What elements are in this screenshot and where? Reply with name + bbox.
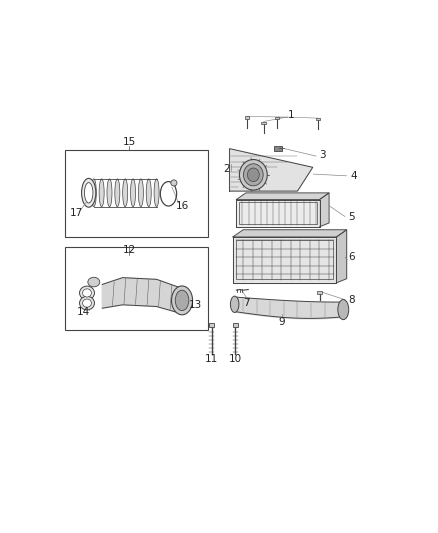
Polygon shape [237, 199, 320, 227]
Text: 3: 3 [320, 150, 326, 160]
Bar [261, 122, 265, 124]
Bar [275, 117, 279, 119]
Ellipse shape [171, 180, 177, 186]
Bar [274, 146, 282, 151]
Text: 10: 10 [229, 354, 242, 365]
Polygon shape [230, 149, 313, 191]
Ellipse shape [123, 179, 128, 207]
Bar [316, 118, 320, 120]
Bar [237, 240, 333, 279]
Polygon shape [237, 193, 329, 199]
Bar [209, 324, 214, 327]
Ellipse shape [88, 277, 100, 287]
Ellipse shape [83, 299, 92, 307]
Ellipse shape [247, 168, 259, 182]
Text: 8: 8 [349, 295, 355, 305]
Ellipse shape [338, 300, 349, 320]
Ellipse shape [80, 286, 95, 300]
Text: 2: 2 [223, 164, 230, 174]
Text: 15: 15 [123, 137, 136, 147]
Ellipse shape [154, 179, 159, 207]
Ellipse shape [81, 179, 96, 207]
Bar [317, 291, 322, 294]
Ellipse shape [83, 289, 92, 297]
Polygon shape [233, 237, 336, 282]
Text: 13: 13 [189, 300, 202, 310]
Ellipse shape [131, 179, 135, 207]
Text: 12: 12 [123, 246, 136, 255]
Bar [244, 116, 249, 119]
Text: 14: 14 [77, 306, 90, 317]
Ellipse shape [107, 179, 112, 207]
Text: 4: 4 [350, 171, 357, 181]
Ellipse shape [115, 179, 120, 207]
Text: 6: 6 [349, 252, 355, 262]
Bar [233, 324, 238, 327]
Polygon shape [320, 193, 329, 227]
Text: 5: 5 [349, 212, 355, 222]
Polygon shape [336, 230, 347, 282]
Ellipse shape [244, 164, 263, 186]
Bar [65, 150, 208, 237]
Bar [239, 202, 317, 224]
Ellipse shape [99, 179, 104, 207]
Ellipse shape [91, 179, 96, 207]
Text: 7: 7 [243, 298, 250, 308]
Ellipse shape [146, 179, 151, 207]
Bar [65, 247, 208, 330]
Ellipse shape [80, 296, 95, 310]
Text: 11: 11 [205, 354, 218, 365]
Ellipse shape [172, 286, 193, 315]
Text: 1: 1 [287, 110, 294, 120]
Polygon shape [102, 278, 180, 313]
Ellipse shape [230, 296, 239, 312]
Ellipse shape [240, 159, 267, 190]
Ellipse shape [138, 179, 143, 207]
Text: 16: 16 [175, 201, 189, 212]
Ellipse shape [85, 183, 93, 203]
Polygon shape [233, 230, 347, 237]
Text: 9: 9 [279, 317, 286, 327]
Text: 17: 17 [70, 208, 84, 218]
Ellipse shape [175, 290, 189, 311]
